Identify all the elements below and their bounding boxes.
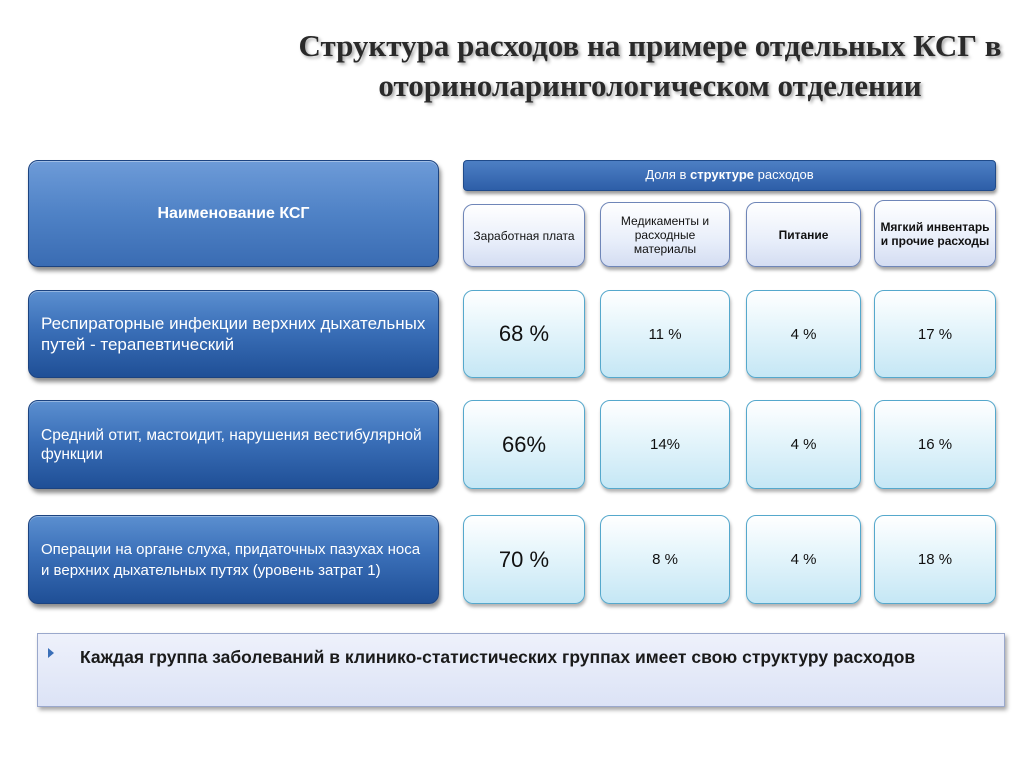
- header-name-label: Наименование КСГ: [157, 205, 310, 222]
- header-name-box: Наименование КСГ: [28, 160, 439, 267]
- value-text: 4 %: [790, 436, 817, 453]
- value-text: 70 %: [498, 546, 550, 572]
- column-header-medicines: Медикаменты и расходные материалы: [600, 202, 730, 267]
- note-text: Каждая группа заболеваний в клинико-стат…: [80, 647, 916, 667]
- value-text: 14%: [649, 436, 681, 453]
- row-label-box: Операции на органе слуха, придаточных па…: [28, 515, 439, 604]
- row-label: Респираторные инфекции верхних дыхательн…: [41, 314, 426, 354]
- value-text: 17 %: [917, 325, 953, 343]
- value-text: 11 %: [648, 325, 682, 343]
- value-cell: 16 %: [874, 400, 996, 489]
- value-cell: 4 %: [746, 290, 861, 378]
- share-prefix: Доля в: [645, 167, 691, 182]
- value-text: 68 %: [498, 321, 550, 346]
- share-banner: Доля в структуре расходов: [463, 160, 996, 191]
- column-header-label: Медикаменты и расходные материалы: [620, 213, 710, 256]
- value-cell: 18 %: [874, 515, 996, 604]
- value-text: 8 %: [652, 551, 678, 568]
- value-text: 66%: [501, 431, 547, 457]
- value-cell: 4 %: [746, 515, 861, 604]
- column-header-other: Мягкий инвентарь и прочие расходы: [874, 200, 996, 267]
- column-header-salary: Заработная плата: [463, 204, 585, 267]
- share-bold: структуре: [690, 167, 755, 182]
- value-cell: 68 %: [463, 290, 585, 378]
- share-suffix: расходов: [754, 167, 814, 182]
- value-cell: 17 %: [874, 290, 996, 378]
- value-text: 16 %: [917, 436, 953, 453]
- column-header-label: Мягкий инвентарь и прочие расходы: [880, 219, 990, 248]
- column-header-label: Питание: [778, 227, 829, 242]
- column-header-label: Заработная плата: [473, 228, 575, 243]
- note-box: Каждая группа заболеваний в клинико-стат…: [37, 633, 1005, 707]
- row-label: Средний отит, мастоидит, нарушения вести…: [41, 426, 422, 463]
- value-cell: 14%: [600, 400, 730, 489]
- page-title: Структура расходов на примере отдельных …: [298, 28, 1002, 103]
- row-label-box: Респираторные инфекции верхних дыхательн…: [28, 290, 439, 378]
- value-cell: 8 %: [600, 515, 730, 604]
- row-label: Операции на органе слуха, придаточных па…: [41, 540, 421, 579]
- value-cell: 70 %: [463, 515, 585, 604]
- value-text: 4 %: [790, 325, 817, 343]
- bullet-arrow-icon: [48, 648, 54, 658]
- value-cell: 11 %: [600, 290, 730, 378]
- value-text: 4 %: [790, 551, 817, 568]
- column-header-food: Питание: [746, 202, 861, 267]
- value-cell: 4 %: [746, 400, 861, 489]
- row-label-box: Средний отит, мастоидит, нарушения вести…: [28, 400, 439, 489]
- value-text: 18 %: [917, 551, 953, 568]
- value-cell: 66%: [463, 400, 585, 489]
